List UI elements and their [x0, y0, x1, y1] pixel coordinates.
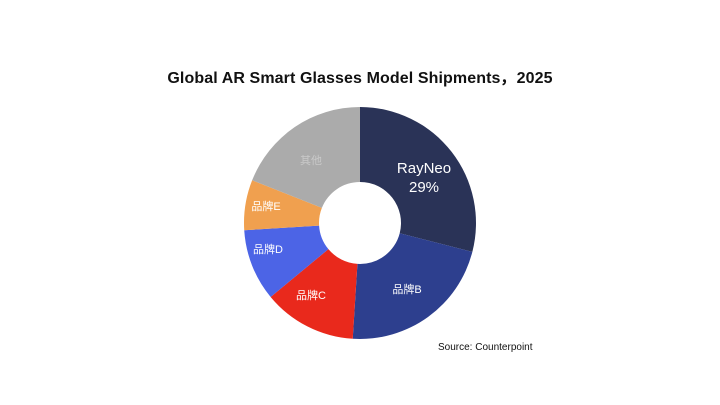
pie-segment-brand-b — [352, 233, 473, 339]
source-note: Source: Counterpoint — [438, 342, 533, 353]
pie-segment-brand-e — [244, 180, 322, 231]
pie-segment-others — [252, 107, 360, 208]
segment-label-others: 其他 — [300, 155, 322, 167]
pie-segment-brand-d — [244, 225, 329, 297]
segment-label-rayneo: RayNeo 29% — [397, 159, 451, 197]
segment-name-rayneo: RayNeo — [396, 160, 452, 177]
segment-label-brand-c: 品牌C — [296, 290, 326, 302]
chart-title: Global AR Smart Glasses Model Shipments，… — [167, 70, 553, 87]
pie-segment-brand-c — [270, 249, 358, 339]
segment-label-brand-e: 品牌E — [251, 201, 281, 213]
pie-segment-rayneo — [360, 107, 476, 252]
segment-label-brand-d: 品牌D — [253, 244, 283, 256]
segment-value-rayneo: 29% — [408, 179, 440, 196]
segment-label-brand-b: 品牌B — [392, 284, 422, 296]
